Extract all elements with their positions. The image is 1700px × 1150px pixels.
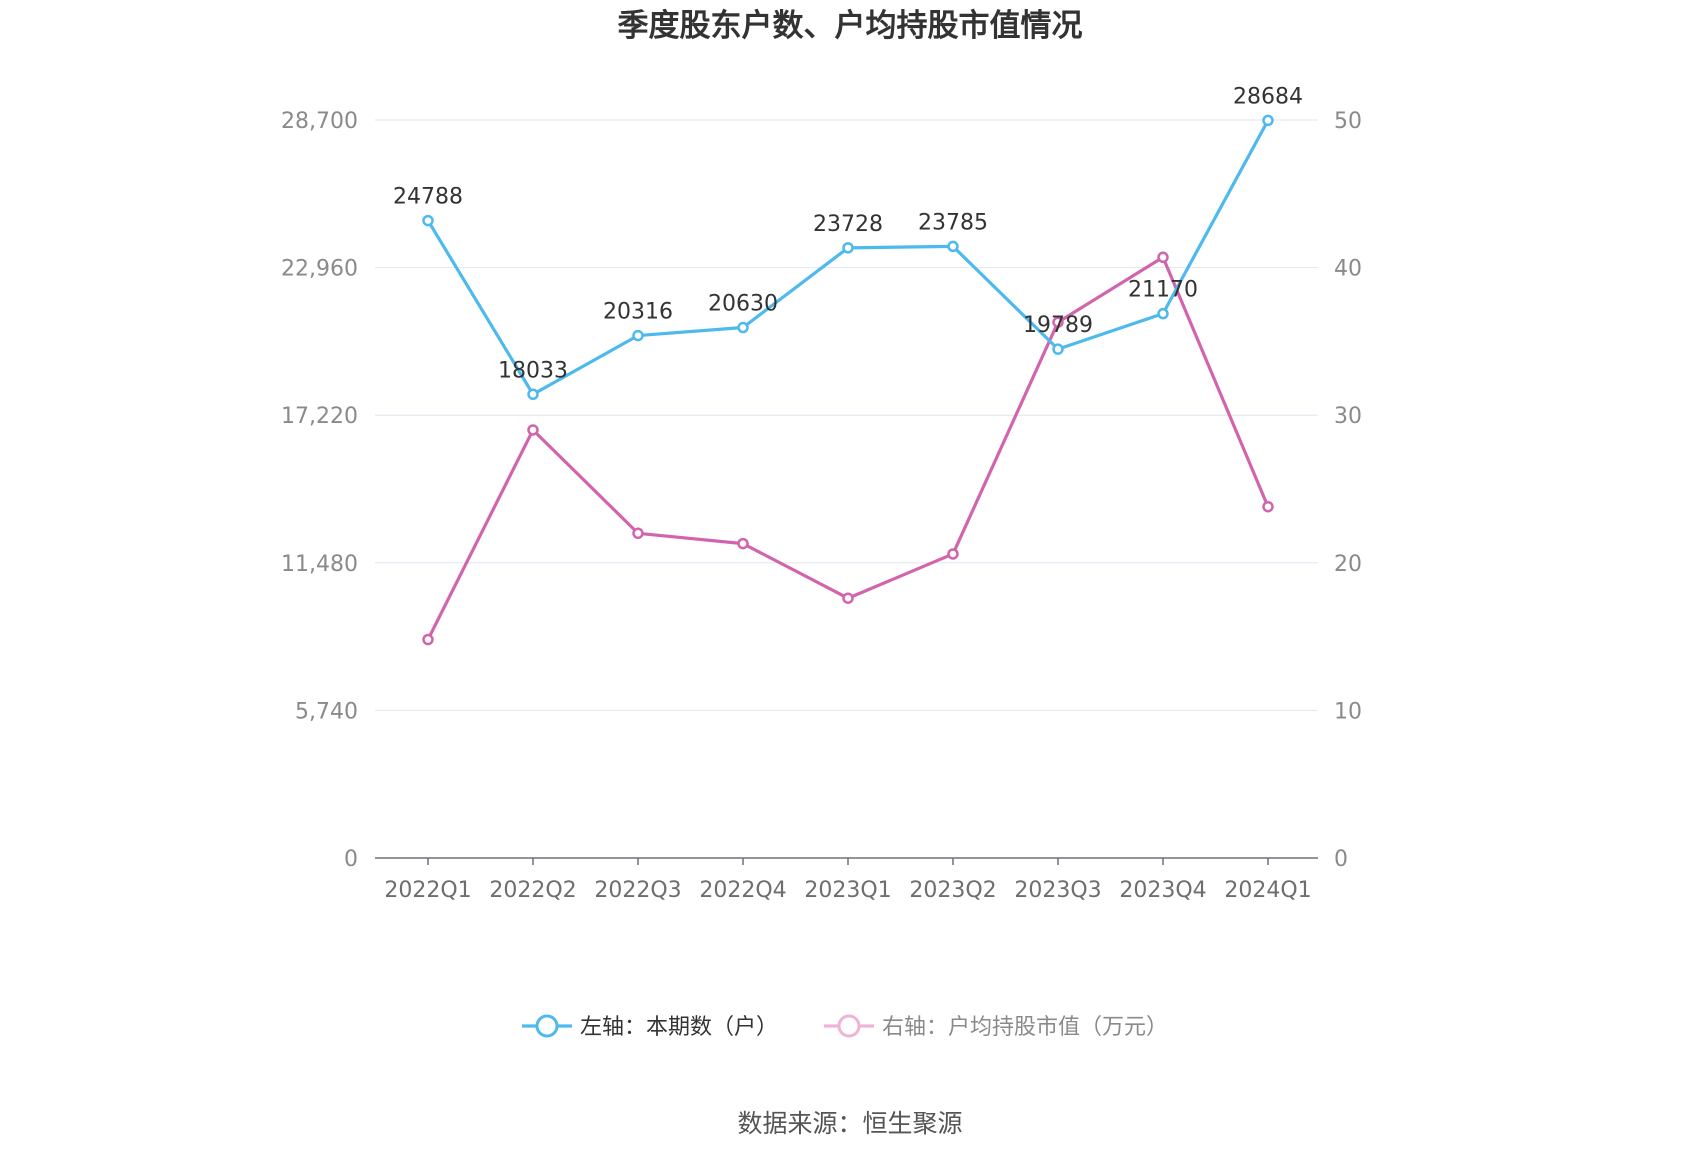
- data-point[interactable]: [527, 424, 539, 436]
- x-tick-label: 2022Q4: [699, 878, 786, 903]
- y-left-tick-label: 22,960: [281, 257, 358, 282]
- x-tick-label: 2023Q4: [1119, 878, 1206, 903]
- x-tick-label: 2023Q1: [804, 878, 891, 903]
- data-point[interactable]: [842, 592, 854, 604]
- x-tick-label: 2022Q3: [594, 878, 681, 903]
- legend[interactable]: 左轴：本期数（户） 右轴：户均持股市值（万元）: [522, 1014, 1168, 1040]
- data-point[interactable]: [422, 633, 434, 646]
- grid: [375, 119, 1318, 711]
- data-point[interactable]: [737, 321, 749, 334]
- data-point[interactable]: [842, 242, 854, 254]
- y-right-tick-label: 50: [1334, 109, 1362, 134]
- data-label: 23785: [918, 210, 988, 235]
- data-point[interactable]: [1052, 316, 1064, 328]
- x-tick-label: 2023Q2: [909, 878, 996, 903]
- series-line: [426, 255, 1270, 641]
- x-tick-label: 2022Q1: [384, 878, 471, 903]
- data-label: 28684: [1233, 84, 1303, 109]
- y-left-axis: 0 5,740 11,480 17,220 22,960 28,700: [281, 109, 358, 872]
- y-right-tick-label: 10: [1334, 699, 1362, 724]
- data-label: 20316: [603, 300, 673, 325]
- data-point[interactable]: [947, 548, 959, 560]
- data-label: 21170: [1128, 278, 1198, 303]
- y-right-tick-label: 30: [1334, 404, 1362, 429]
- legend-marker: [837, 1014, 861, 1038]
- data-point[interactable]: [632, 527, 644, 540]
- data-label: 19789: [1023, 313, 1093, 338]
- series-avg-value: [422, 251, 1274, 646]
- y-left-tick-label: 0: [344, 847, 358, 872]
- legend-item[interactable]: 左轴：本期数（户）: [522, 1014, 778, 1040]
- data-point[interactable]: [1157, 307, 1169, 320]
- data-point[interactable]: [737, 537, 749, 550]
- data-label: 20630: [708, 292, 778, 317]
- series-holders: [422, 114, 1274, 401]
- data-point[interactable]: [1262, 114, 1274, 127]
- source-note: 数据来源：恒生聚源: [737, 1109, 962, 1138]
- x-tick-label: 2022Q2: [489, 878, 576, 903]
- series-layer: [422, 114, 1274, 646]
- y-left-tick-label: 28,700: [281, 109, 358, 134]
- y-right-axis: 0 10 20 30 40 50: [1334, 109, 1362, 872]
- data-point[interactable]: [1157, 251, 1169, 264]
- x-tick-label: 2024Q1: [1224, 878, 1311, 903]
- data-point[interactable]: [1262, 500, 1274, 513]
- legend-label: 左轴：本期数（户）: [580, 1015, 778, 1040]
- series-line: [426, 119, 1270, 396]
- legend-marker: [535, 1014, 559, 1038]
- data-labels: 24788 18033 20316 20630 23728 23785 19789 21170…: [393, 84, 1303, 383]
- y-right-tick-label: 20: [1334, 552, 1362, 577]
- chart-title: 季度股东户数、户均持股市值情况: [618, 8, 1083, 44]
- data-point[interactable]: [947, 240, 959, 253]
- y-left-tick-label: 5,740: [295, 699, 358, 724]
- x-tick-label: 2023Q3: [1014, 878, 1101, 903]
- y-left-tick-label: 17,220: [281, 404, 358, 429]
- data-point[interactable]: [1052, 343, 1064, 355]
- data-label: 24788: [393, 185, 463, 210]
- data-point[interactable]: [527, 388, 539, 401]
- data-point[interactable]: [422, 214, 434, 227]
- y-right-tick-label: 40: [1334, 257, 1362, 282]
- data-label: 23728: [813, 212, 883, 237]
- y-right-tick-label: 0: [1334, 847, 1348, 872]
- data-label: 18033: [498, 358, 568, 383]
- legend-item[interactable]: 右轴：户均持股市值（万元）: [824, 1014, 1168, 1040]
- y-left-tick-label: 11,480: [281, 552, 358, 577]
- x-axis: 2022Q1 2022Q2 2022Q3 2022Q4 2023Q1 2023Q2 2023…: [375, 857, 1318, 903]
- legend-label: 右轴：户均持股市值（万元）: [882, 1015, 1168, 1040]
- data-point[interactable]: [632, 329, 644, 342]
